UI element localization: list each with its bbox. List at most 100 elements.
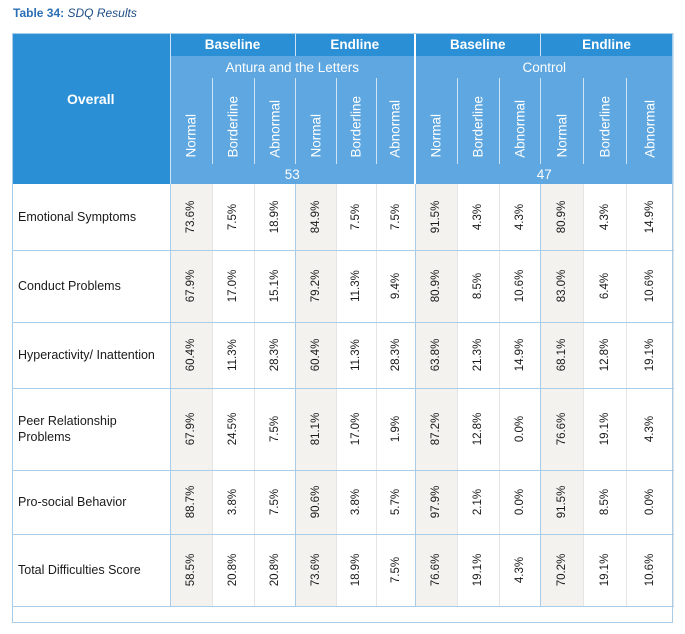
- table-cell: 24.5%: [212, 388, 255, 471]
- table-cell: 91.5%: [415, 184, 458, 251]
- table-cell: 2.1%: [457, 470, 500, 535]
- column-header-label: Abnormal: [387, 100, 403, 158]
- cell-value: 21.3%: [472, 338, 485, 372]
- table-cell: 68.1%: [540, 322, 584, 389]
- cell-value: 7.5%: [268, 488, 281, 516]
- cell-value: 14.9%: [643, 200, 656, 234]
- row-label: Hyperactivity/ Inattention: [12, 322, 171, 389]
- cell-value: 1.9%: [389, 415, 402, 443]
- cell-value: 80.9%: [555, 200, 568, 234]
- table-cell: 73.6%: [295, 534, 337, 607]
- cell-value: 7.5%: [268, 415, 281, 443]
- group-header-antura: Antura and the Letters: [170, 56, 417, 78]
- period-header: Endline: [295, 33, 417, 56]
- cell-value: 60.4%: [309, 338, 322, 372]
- table-cell: 88.7%: [170, 470, 213, 535]
- table-cell: 80.9%: [415, 250, 458, 323]
- cell-value: 58.5%: [185, 553, 197, 587]
- table-cell: 90.6%: [295, 470, 337, 535]
- row-label: Peer Relationship Problems: [12, 388, 171, 471]
- cell-value: 97.9%: [430, 485, 443, 519]
- cell-value: 4.3%: [472, 203, 485, 230]
- cell-value: 63.8%: [430, 338, 443, 372]
- table-cell: 3.8%: [336, 470, 377, 535]
- table-cell: 11.3%: [336, 322, 377, 389]
- cell-value: 18.9%: [268, 200, 281, 234]
- cell-value: 83.0%: [555, 269, 568, 303]
- cell-value: 0.0%: [643, 488, 656, 516]
- cell-value: 20.8%: [227, 553, 239, 587]
- cell-value: 7.5%: [389, 203, 402, 230]
- table-caption: Table 34: SDQ Results: [13, 6, 137, 20]
- table-cell: 11.3%: [336, 250, 377, 323]
- sdq-results-table: Overall Baseline Endline Baseline Endlin…: [12, 33, 674, 607]
- cell-value: 14.9%: [513, 338, 526, 372]
- cell-value: 20.8%: [268, 553, 281, 587]
- cell-value: 91.5%: [430, 200, 443, 234]
- table-cell: 9.4%: [376, 250, 416, 323]
- table-cell: 8.5%: [583, 470, 627, 535]
- column-header-label: Abnormal: [512, 100, 528, 158]
- table-cell: 4.3%: [626, 388, 674, 471]
- row-label: Emotional Symptoms: [12, 184, 171, 251]
- cell-value: 73.6%: [185, 200, 197, 234]
- cell-value: 84.9%: [309, 200, 322, 234]
- table-number: Table 34:: [13, 6, 65, 20]
- table-cell: 76.6%: [540, 388, 584, 471]
- cell-value: 11.3%: [227, 339, 239, 371]
- cell-value: 7.5%: [227, 203, 239, 230]
- cell-value: 17.0%: [227, 269, 239, 303]
- table-row: Hyperactivity/ Inattention 60.4% 11.3% 28.3…: [12, 322, 674, 389]
- column-header: Abnormal: [626, 78, 674, 164]
- table-cell: 83.0%: [540, 250, 584, 323]
- cell-value: 4.3%: [643, 415, 656, 443]
- cell-value: 76.6%: [430, 553, 443, 587]
- table-cell: 0.0%: [499, 470, 541, 535]
- table-cell: 80.9%: [540, 184, 584, 251]
- cell-value: 7.5%: [350, 203, 362, 230]
- cell-value: 10.6%: [643, 553, 656, 587]
- table-cell: 7.5%: [212, 184, 255, 251]
- column-header: Borderline: [583, 78, 627, 164]
- overall-header: Overall: [12, 33, 171, 164]
- cell-value: 91.5%: [555, 485, 568, 519]
- table-cell: 67.9%: [170, 250, 213, 323]
- cell-value: 28.3%: [268, 338, 281, 372]
- cell-value: 12.8%: [598, 338, 611, 372]
- column-header: Normal: [170, 78, 213, 164]
- row-label: Conduct Problems: [12, 250, 171, 323]
- table-row: Peer Relationship Problems 67.9% 24.5% 7.5%…: [12, 388, 674, 471]
- cell-value: 0.0%: [513, 488, 526, 516]
- cell-value: 60.4%: [185, 338, 197, 372]
- sample-size-control: 47: [415, 164, 674, 184]
- period-header: Baseline: [170, 33, 296, 56]
- cell-value: 28.3%: [389, 338, 402, 372]
- table-cell: 17.0%: [336, 388, 377, 471]
- table-cell: 0.0%: [499, 388, 541, 471]
- column-header: Abnormal: [254, 78, 296, 164]
- column-header-label: Normal: [308, 114, 323, 158]
- cell-value: 6.4%: [598, 272, 611, 300]
- cell-value: 8.5%: [472, 272, 485, 300]
- cell-value: 24.5%: [227, 412, 239, 446]
- table-cell: 76.6%: [415, 534, 458, 607]
- column-header: Borderline: [336, 78, 377, 164]
- table-cell: 58.5%: [170, 534, 213, 607]
- column-header: Normal: [295, 78, 337, 164]
- overall-count-spacer: [12, 164, 171, 184]
- table-cell: 91.5%: [540, 470, 584, 535]
- table-cell: 87.2%: [415, 388, 458, 471]
- table-cell: 7.5%: [336, 184, 377, 251]
- cell-value: 80.9%: [430, 269, 443, 303]
- table-cell: 4.3%: [499, 534, 541, 607]
- table-cell: 10.6%: [499, 250, 541, 323]
- group-header-control: Control: [415, 56, 674, 78]
- table-cell: 10.6%: [626, 250, 674, 323]
- table-row: Conduct Problems 67.9% 17.0% 15.1% 79.2% 11.3…: [12, 250, 674, 323]
- column-header: Abnormal: [499, 78, 541, 164]
- column-header-label: Borderline: [597, 96, 613, 158]
- table-row: Pro-social Behavior 88.7% 3.8% 7.5% 90.6% 3.8…: [12, 470, 674, 535]
- row-label: Total Difficulties Score: [12, 534, 171, 607]
- row-label: Pro-social Behavior: [12, 470, 171, 535]
- table-cell: 63.8%: [415, 322, 458, 389]
